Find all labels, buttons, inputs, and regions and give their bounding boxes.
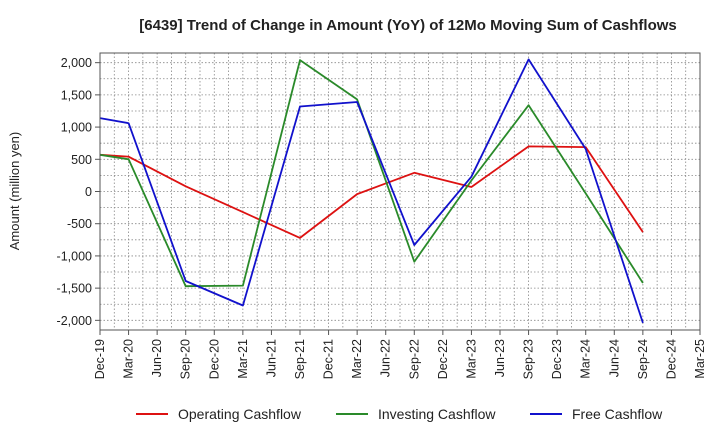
x-tick-label: Jun-22 — [379, 339, 393, 377]
x-tick-label: Dec-20 — [207, 339, 221, 379]
y-tick-label: -1,500 — [57, 282, 92, 296]
x-tick-label: Mar-20 — [122, 339, 136, 379]
x-tick-label: Mar-25 — [693, 339, 707, 379]
x-tick-label: Dec-22 — [436, 339, 450, 379]
y-tick-label: 2,000 — [61, 56, 92, 70]
x-axis-ticks: Dec-19 Mar-20 Jun-20 Sep-20 Dec-20 Mar-21 Jun-… — [93, 330, 707, 379]
x-tick-label: Mar-24 — [579, 339, 593, 379]
x-tick-label: Dec-23 — [550, 339, 564, 379]
x-tick-label: Mar-21 — [236, 339, 250, 379]
y-tick-label: 1,500 — [61, 88, 92, 102]
series-line-free-cashflow — [99, 58, 644, 324]
x-tick-label: Dec-19 — [93, 339, 107, 379]
x-tick-label: Jun-23 — [493, 339, 507, 377]
x-tick-label: Sep-23 — [522, 339, 536, 379]
y-tick-label: 500 — [71, 153, 92, 167]
y-axis-ticks: 2,000 1,500 1,000 500 0 -500 -1,000 -1,500 -2,00… — [57, 56, 100, 328]
legend-label: Operating Cashflow — [178, 406, 302, 422]
y-tick-label: -2,000 — [57, 314, 92, 328]
legend: Operating Cashflow Investing Cashflow Free… — [136, 406, 663, 422]
chart-title: [6439] Trend of Change in Amount (YoY) o… — [139, 17, 677, 34]
x-tick-label: Jun-21 — [264, 339, 278, 377]
y-tick-label: -500 — [67, 217, 92, 231]
series-lines — [99, 58, 644, 324]
series-line-operating-cashflow — [99, 145, 644, 239]
x-tick-label: Mar-23 — [464, 339, 478, 379]
grid-lines — [99, 53, 701, 330]
x-tick-label: Sep-21 — [293, 339, 307, 379]
y-tick-label: 0 — [85, 185, 92, 199]
legend-label: Investing Cashflow — [378, 406, 496, 422]
x-tick-label: Dec-24 — [664, 339, 678, 379]
x-tick-label: Mar-22 — [350, 339, 364, 379]
x-tick-label: Sep-22 — [407, 339, 421, 379]
legend-label: Free Cashflow — [572, 406, 663, 422]
y-tick-label: 1,000 — [61, 121, 92, 135]
y-axis-label: Amount (million yen) — [7, 132, 22, 251]
x-tick-label: Jun-20 — [150, 339, 164, 377]
y-tick-label: -1,000 — [57, 249, 92, 263]
x-tick-label: Dec-21 — [322, 339, 336, 379]
x-tick-label: Sep-24 — [636, 339, 650, 379]
series-line-investing-cashflow — [99, 59, 644, 288]
x-tick-label: Jun-24 — [607, 339, 621, 377]
x-tick-label: Sep-20 — [179, 339, 193, 379]
